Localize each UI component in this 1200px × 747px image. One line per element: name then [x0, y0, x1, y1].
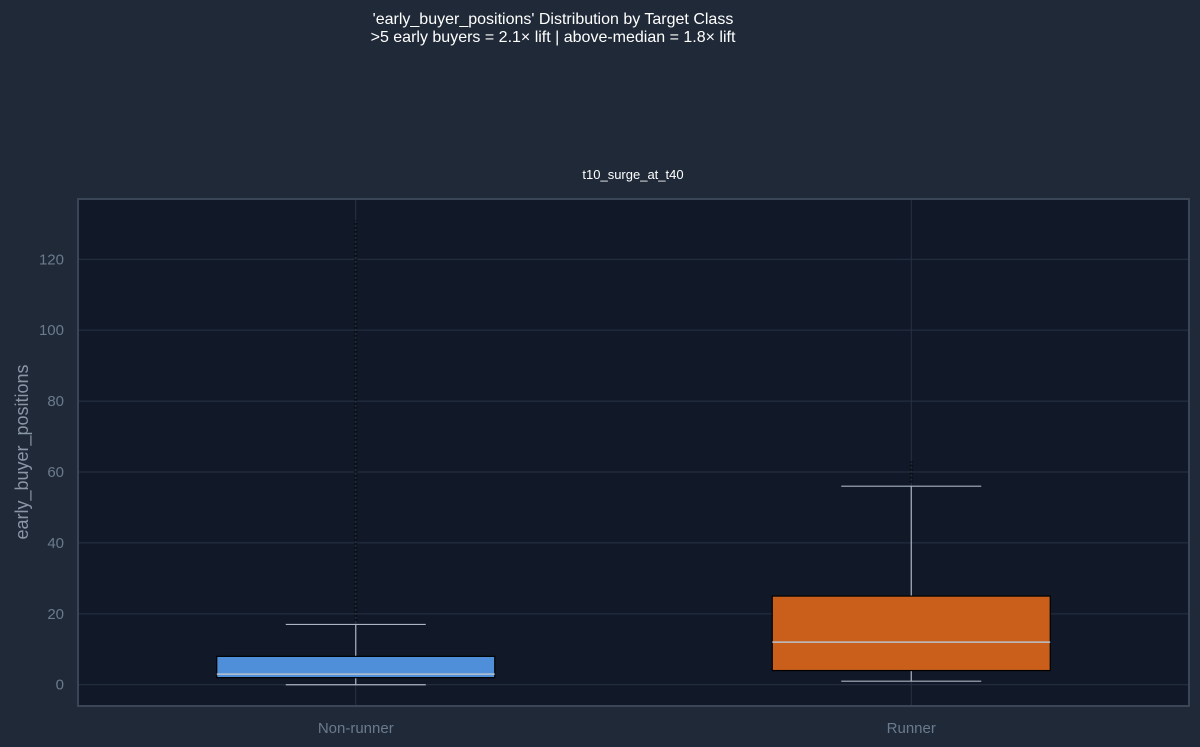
y-tick-label: 100 — [39, 322, 64, 339]
y-ticks: 0 20 40 60 80 100 120 — [39, 251, 64, 693]
boxes — [216, 220, 1051, 686]
y-tick-label: 20 — [47, 606, 64, 623]
chart-title: 'early_buyer_positions' Distribution by … — [373, 11, 734, 28]
plot-frame — [77, 198, 1190, 707]
chart-subtitle: >5 early buyers = 2.1× lift | above-medi… — [371, 29, 736, 46]
y-axis-label: early_buyer_positions — [12, 364, 33, 539]
x-tick-label: Non-runner — [318, 720, 394, 737]
y-tick-label: 0 — [56, 677, 64, 694]
box-non-runner — [216, 220, 496, 686]
box-body — [771, 595, 1051, 672]
y-tick-label: 40 — [47, 535, 64, 552]
y-tick-label: 60 — [47, 464, 64, 481]
box-runner — [771, 461, 1051, 682]
y-tick-label: 80 — [47, 393, 64, 410]
y-tick-label: 120 — [39, 251, 64, 268]
x-ticks: Non-runner Runner — [318, 720, 936, 737]
x-tick-label: Runner — [887, 720, 936, 737]
panel-title: t10_surge_at_t40 — [582, 167, 683, 182]
box-body — [216, 655, 496, 679]
